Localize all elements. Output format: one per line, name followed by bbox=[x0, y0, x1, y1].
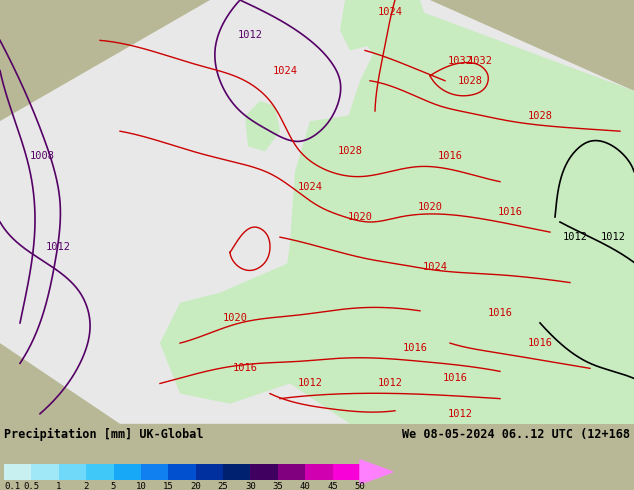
Text: 1012: 1012 bbox=[377, 378, 403, 389]
Text: 1024: 1024 bbox=[377, 7, 403, 17]
Text: Precipitation [mm] UK-Global: Precipitation [mm] UK-Global bbox=[4, 428, 204, 441]
Text: 1012: 1012 bbox=[46, 242, 70, 252]
Bar bbox=[32, 464, 59, 480]
Text: 0.1: 0.1 bbox=[4, 482, 20, 490]
Text: 1016: 1016 bbox=[233, 364, 257, 373]
Bar bbox=[141, 464, 169, 480]
Bar bbox=[4, 464, 32, 480]
Polygon shape bbox=[280, 111, 634, 424]
Text: 1028: 1028 bbox=[527, 111, 552, 121]
Text: 1012: 1012 bbox=[562, 232, 588, 242]
Bar bbox=[333, 464, 361, 480]
Text: 1016: 1016 bbox=[437, 151, 462, 161]
Text: 1020: 1020 bbox=[418, 202, 443, 212]
Bar bbox=[278, 464, 306, 480]
Bar bbox=[223, 464, 251, 480]
Bar bbox=[168, 464, 196, 480]
Polygon shape bbox=[340, 262, 400, 384]
Text: 20: 20 bbox=[190, 482, 201, 490]
Text: 1024: 1024 bbox=[273, 66, 297, 75]
Text: 30: 30 bbox=[245, 482, 256, 490]
Text: 1024: 1024 bbox=[422, 263, 448, 272]
Text: 1012: 1012 bbox=[238, 30, 262, 40]
Bar bbox=[305, 464, 333, 480]
Text: 1016: 1016 bbox=[403, 343, 427, 353]
Bar bbox=[196, 464, 224, 480]
Text: 1020: 1020 bbox=[223, 313, 247, 323]
Text: 1016: 1016 bbox=[498, 207, 522, 217]
Text: 50: 50 bbox=[354, 482, 365, 490]
Text: 5: 5 bbox=[111, 482, 116, 490]
Polygon shape bbox=[245, 101, 280, 151]
Text: 1012: 1012 bbox=[448, 409, 472, 419]
Polygon shape bbox=[355, 0, 430, 71]
Text: 1032: 1032 bbox=[467, 55, 493, 66]
Polygon shape bbox=[340, 0, 390, 50]
Text: 1012: 1012 bbox=[600, 232, 626, 242]
Bar bbox=[59, 464, 87, 480]
Polygon shape bbox=[0, 0, 634, 424]
Bar bbox=[250, 464, 278, 480]
Text: We 08-05-2024 06..12 UTC (12+168: We 08-05-2024 06..12 UTC (12+168 bbox=[402, 428, 630, 441]
Text: 1: 1 bbox=[56, 482, 61, 490]
Bar bbox=[113, 464, 141, 480]
FancyArrow shape bbox=[360, 460, 393, 484]
Text: 1032: 1032 bbox=[448, 55, 472, 66]
Text: 1028: 1028 bbox=[337, 147, 363, 156]
Text: 1016: 1016 bbox=[527, 338, 552, 348]
Polygon shape bbox=[160, 262, 320, 404]
Text: 40: 40 bbox=[300, 482, 311, 490]
Text: 10: 10 bbox=[136, 482, 146, 490]
Text: 1016: 1016 bbox=[443, 373, 467, 384]
Text: 1008: 1008 bbox=[30, 151, 55, 161]
Polygon shape bbox=[310, 0, 634, 424]
Text: 1012: 1012 bbox=[297, 378, 323, 389]
Text: 1020: 1020 bbox=[347, 212, 373, 222]
Text: 0.5: 0.5 bbox=[23, 482, 39, 490]
Text: 45: 45 bbox=[327, 482, 338, 490]
Bar bbox=[86, 464, 114, 480]
Text: 2: 2 bbox=[84, 482, 89, 490]
Text: 35: 35 bbox=[273, 482, 283, 490]
Text: 1028: 1028 bbox=[458, 76, 482, 86]
Text: 15: 15 bbox=[163, 482, 174, 490]
Text: 1024: 1024 bbox=[297, 182, 323, 192]
Text: 1016: 1016 bbox=[488, 308, 512, 318]
Text: 25: 25 bbox=[217, 482, 228, 490]
